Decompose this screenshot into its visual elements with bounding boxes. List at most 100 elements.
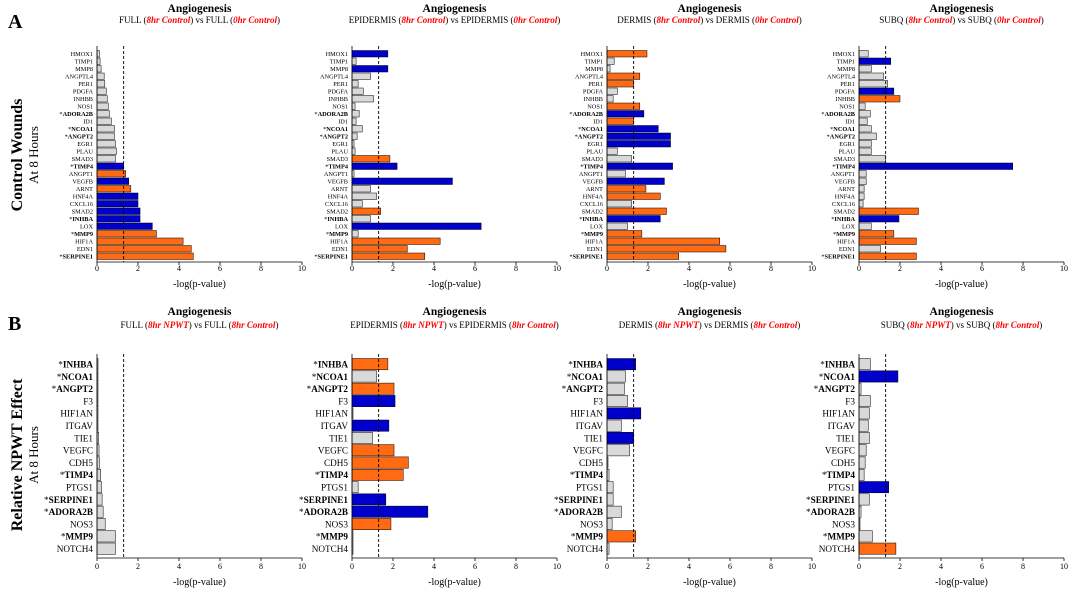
gene-name: ADORA2B — [825, 111, 856, 118]
x-tick-label: 0 — [350, 264, 354, 273]
gene-label: *TIMP4 — [60, 470, 94, 480]
gene-label: VEGFC — [63, 446, 93, 456]
gene-label: EDN1 — [332, 246, 348, 253]
bar-inhbb — [606, 95, 614, 103]
gene-label: *ANGPT2 — [827, 134, 855, 141]
gene-label: *MMP9 — [61, 532, 94, 542]
x-tick-label: 8 — [514, 264, 518, 273]
gene-label: CXCL16 — [70, 201, 93, 208]
gene-label: *ANGPT2 — [814, 384, 856, 394]
gene-label: *TIMP4 — [325, 164, 349, 171]
bar-vegfc — [858, 444, 867, 457]
gene-label: ANGPT1 — [324, 171, 348, 178]
significance-star: * — [316, 532, 321, 542]
bar-adora2b — [606, 505, 622, 518]
significance-star: * — [71, 231, 74, 238]
gene-label: SMAD3 — [582, 156, 603, 163]
bar-serpine1 — [858, 493, 870, 506]
x-tick-label: 8 — [259, 264, 263, 273]
bar-angpt2 — [606, 132, 671, 140]
gene-label: *SERPINE1 — [44, 495, 93, 505]
row-label-b-sub: At 8 Hours — [26, 426, 41, 484]
x-tick-label: 8 — [1021, 562, 1025, 571]
gene-label: HNF4A — [583, 194, 604, 201]
significance-star: * — [814, 384, 819, 394]
gene-label: *MMP9 — [571, 532, 604, 542]
bar-timp1 — [351, 57, 357, 65]
x-tick-label: 10 — [808, 562, 816, 571]
x-tick-label: 2 — [898, 562, 902, 571]
bar-f3 — [606, 395, 628, 407]
chart-subtitle: SUBQ (8hr Control) vs SUBQ (0hr Control) — [879, 15, 1044, 25]
x-tick-label: 4 — [177, 264, 181, 273]
gene-label: *INHBA — [831, 216, 855, 223]
gene-label: VEGFC — [318, 446, 348, 456]
significance-star: * — [821, 254, 824, 261]
x-tick-label: 4 — [939, 264, 943, 273]
gene-label: *ANGPT2 — [307, 384, 349, 394]
gene-label: TIE1 — [74, 433, 93, 443]
bar-serpine1 — [96, 252, 194, 260]
bar-hmox1 — [858, 50, 869, 58]
gene-label: VEGFC — [825, 446, 855, 456]
bar-inhba — [351, 358, 389, 371]
bar-angpt1 — [606, 170, 626, 178]
bar-pdgfa — [858, 87, 895, 95]
bar-timp4 — [351, 162, 398, 170]
gene-name: ADORA2B — [318, 111, 349, 118]
gene-label: ID1 — [593, 119, 603, 126]
bar-tie1 — [606, 432, 634, 444]
significance-star: * — [823, 532, 828, 542]
x-tick-label: 10 — [1060, 562, 1068, 571]
bar-ncoa1 — [351, 370, 377, 383]
bar-serpine1 — [351, 252, 426, 260]
chart-subtitle: EPIDERMIS (8hr Control) vs EPIDERMIS (0h… — [349, 15, 561, 25]
gene-label: NOS1 — [587, 104, 603, 111]
gene-label: LOX — [590, 224, 603, 231]
subtitle-part: ) — [799, 15, 802, 25]
significance-star: * — [69, 216, 72, 223]
gene-name: INHBA — [63, 359, 93, 369]
significance-star: * — [59, 254, 62, 261]
gene-name: MMP9 — [827, 532, 855, 542]
chart-title: Angiogenesis — [168, 3, 232, 15]
gene-label: HMOX1 — [581, 51, 603, 58]
subtitle-part: 8hr Control — [146, 15, 190, 25]
bar-lox — [606, 222, 628, 230]
significance-star: * — [60, 470, 65, 480]
bar-nos1 — [96, 102, 109, 110]
bar-angpt1 — [96, 170, 126, 178]
significance-star: * — [831, 216, 834, 223]
gene-label: NOS1 — [839, 104, 855, 111]
row-label-a: Control Wounds At 8 Hours — [9, 99, 41, 212]
significance-star: * — [307, 384, 312, 394]
bar-timp1 — [606, 57, 615, 65]
gene-label: TIMP1 — [837, 59, 855, 66]
subtitle-part: SUBQ ( — [879, 15, 908, 25]
significance-star: * — [44, 495, 49, 505]
gene-name: TIMP4 — [64, 470, 93, 480]
gene-label: PLAU — [77, 149, 94, 156]
bar-hnf4a — [858, 192, 865, 200]
gene-label: VEGFB — [72, 179, 93, 186]
chart-subtitle: FULL (8hr NPWT) vs FULL (8hr Control) — [121, 320, 279, 330]
x-tick-label: 6 — [728, 264, 732, 273]
bar-timp1 — [96, 57, 101, 65]
gene-name: TIMP4 — [328, 164, 348, 171]
gene-label: *ADORA2B — [554, 507, 603, 517]
gene-label: PLAU — [587, 149, 604, 156]
significance-star: * — [59, 111, 62, 118]
significance-star: * — [832, 164, 835, 171]
gene-label: HMOX1 — [71, 51, 93, 58]
significance-star: * — [299, 507, 304, 517]
bar-cdh5 — [858, 456, 866, 469]
subtitle-part: 0hr Control — [233, 15, 277, 25]
bar-per1 — [351, 80, 359, 88]
subtitle-part: 0hr Control — [755, 15, 799, 25]
gene-label: ANGPT1 — [831, 171, 855, 178]
bar-timp4 — [351, 468, 404, 481]
subtitle-part: ) vs FULL ( — [189, 320, 232, 330]
row-label-a-title: Control Wounds — [9, 99, 26, 212]
